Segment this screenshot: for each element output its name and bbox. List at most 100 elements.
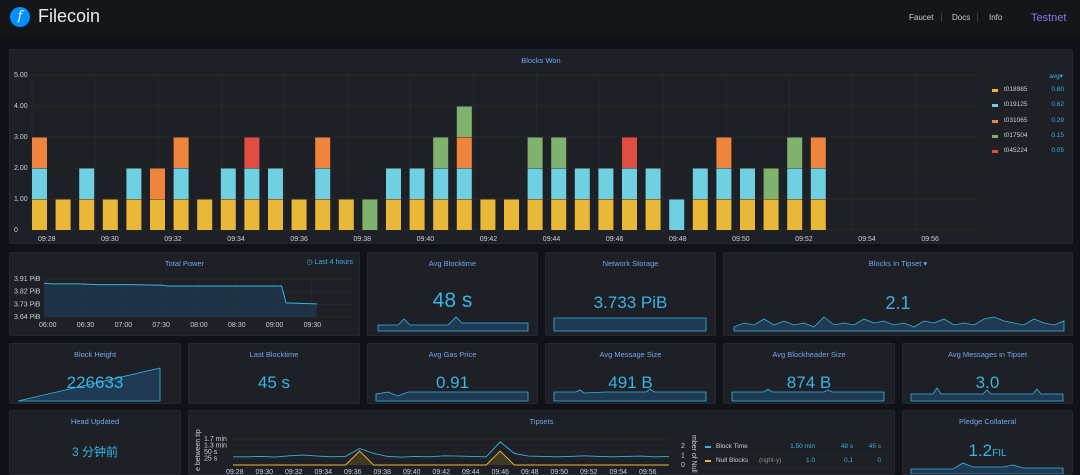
y-tick-label: 2.00 [14,165,28,172]
nav-info-link[interactable]: Info [989,13,1003,22]
legend-swatch [992,150,998,154]
head-updated-panel: Head Updated 3 分钟前 [9,410,181,475]
bar-segment-t018985 [574,199,590,230]
panel-title[interactable]: Blocks In Tipset ▾ [724,259,1072,268]
bar-segment-t018985 [645,199,661,230]
legend-swatch [705,460,711,462]
y-tick-label: 3.00 [14,134,28,141]
legend-item-t017504[interactable]: t017504 0.15 [992,132,1064,144]
nav-docs-link[interactable]: Docs [952,13,971,22]
bar-segment-t019125 [173,168,189,199]
x-tick-label: 08:00 [190,322,208,329]
right-axis-label: mber of Null blo [690,435,697,475]
x-tick-label: 09:44 [543,236,561,243]
legend-swatch [992,104,998,108]
legend-swatch [992,119,998,123]
bar-segment-t018985 [291,199,307,230]
filecoin-logo-icon[interactable]: f [10,7,30,27]
avg-messages-in-tipset-sparkline [910,387,1064,402]
x-tick-label: 09:30 [256,469,274,475]
x-tick-label: 09:36 [344,469,362,475]
x-tick-label: 09:32 [164,236,182,243]
x-tick-label: 09:52 [580,469,598,475]
bar-segment-t018985 [173,199,189,230]
time-range-picker[interactable]: ◷ Last 4 hours [306,258,353,266]
bar-segment-t018985 [527,199,543,230]
legend-avg-value: 0.1 [843,457,853,464]
x-tick-label: 09:30 [101,236,119,243]
tipsets-chart[interactable]: e between tip mber of Null blo 25 s50 s1.3… [189,411,699,475]
blocks-won-legend: t018985 0.80 t019125 0.62 t031065 0.29 t017504… [992,86,1064,166]
bar-segment-t017504 [362,199,378,230]
bar-segment-t019125 [268,168,283,199]
bar-segment-t031065 [456,137,472,168]
legend-item-t045224[interactable]: t045224 0.05 [992,147,1064,159]
bar-segment-t019125 [740,168,755,199]
total-power-chart[interactable]: 3.64 PiB 3.73 PiB 3.82 PiB 3.91 PiB 06:00 06:… [10,253,360,336]
bar-segment-t019125 [692,168,708,199]
y-tick-label: 1.00 [14,196,28,203]
bar-segment-t045224 [622,137,637,168]
app-title[interactable]: Filecoin [38,6,101,26]
block-height-sparkline [17,367,161,402]
bar-segment-t019125 [574,168,590,199]
x-tick-label: 09:54 [610,469,628,475]
legend-item-t031065[interactable]: t031065 0.29 [992,117,1064,129]
x-tick-label: 09:38 [354,236,372,243]
blocks-won-chart[interactable]: 0 1.00 2.00 3.00 4.00 5.00 09:28 09:30 09:32 09:3… [10,50,1073,244]
bar-segment-t018985 [268,199,283,230]
panel-title: Block Height [73,350,117,359]
panel-title: Tipsets [529,417,554,426]
last-blocktime-panel: Last Blocktime 45 s [188,343,360,404]
x-tick-label: 08:30 [228,322,246,329]
bar-segment-t031065 [315,137,331,168]
legend-label: t018985 [1004,86,1028,93]
tipsets-legend-row[interactable]: Null Blocks (right-y) 1.0 0.1 0 [703,455,888,469]
tipsets-legend-row[interactable]: Block Time 1.50 min 48 s 45 s [703,441,888,455]
y-tick-label: 3.73 PiB [14,301,41,308]
bar-segment-t017504 [787,137,803,168]
legend-swatch [992,134,998,138]
panel-title: Avg Blocktime [428,259,477,268]
legend-avg-value: 0.05 [1051,147,1064,155]
bar-segment-t017504 [763,168,779,199]
x-tick-label: 09:28 [38,236,56,243]
panel-title: Avg Message Size [599,350,662,359]
x-tick-label: 09:40 [403,469,421,475]
x-tick-label: 09:34 [315,469,333,475]
legend-avg-value: 48 s [840,443,853,450]
bar-segment-t018985 [55,199,71,230]
y-tick-label: 3.82 PiB [14,289,41,296]
panel-title: Pledge Collateral [958,417,1017,426]
network-label[interactable]: Testnet [1031,12,1067,24]
avg-gas-price-panel: Avg Gas Price 0.91 [367,343,538,404]
x-tick-label: 07:30 [152,322,170,329]
legend-item-t018985[interactable]: t018985 0.80 [992,86,1064,98]
pledge-collateral-sparkline [910,462,1064,474]
bar-segment-t031065 [173,137,189,168]
blocks-in-tipset-panel: Blocks In Tipset ▾ 2.1 [723,252,1073,336]
bar-segment-t018985 [716,199,732,230]
tipsets-legend: Block Time 1.50 min 48 s 45 s Null Blocks (ri… [703,435,888,473]
blocks-in-tipset-title: Blocks In Tipset [868,259,922,268]
avg-blocktime-sparkline [377,316,529,332]
legend-sort-header[interactable]: avg▾ [1049,73,1063,80]
block-height-panel: Block Height 226633 [9,343,181,404]
bar-segment-t019125 [126,168,142,199]
avg-blockheader-size-sparkline [731,388,885,402]
bar-segment-t031065 [810,137,826,168]
avg-gas-price-value: 0.91 [435,373,470,392]
pledge-collateral-number: 1.2 [968,441,993,460]
bar-segment-t018985 [150,199,165,230]
legend-avg-value: 0.62 [1051,101,1064,109]
nav-faucet-link[interactable]: Faucet [909,13,934,22]
left-axis-label: e between tip [195,429,202,471]
x-tick-label: 09:48 [521,469,539,475]
legend-item-t019125[interactable]: t019125 0.62 [992,101,1064,113]
avg-message-size-panel: Avg Message Size 491 B [545,343,716,404]
avg-message-size-value: 491 B [608,373,653,392]
x-tick-label: 09:42 [480,236,498,243]
total-power-panel: Total Power ◷ Last 4 hours 3.64 PiB 3.73 … [9,252,360,336]
top-bar: f Filecoin Faucet Docs Info Testnet [0,0,1080,36]
dropdown-caret-icon[interactable]: ▾ [923,259,928,268]
